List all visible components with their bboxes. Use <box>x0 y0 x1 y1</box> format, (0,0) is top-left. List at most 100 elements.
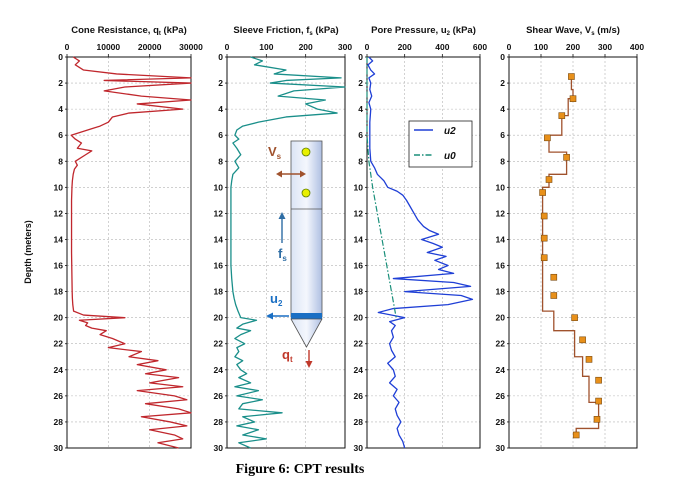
vs-data-point <box>595 376 602 384</box>
y-tick-label: 16 <box>496 261 506 271</box>
y-tick-label: 6 <box>218 130 223 140</box>
panel-title-main: Shear Wave, V <box>526 25 592 36</box>
y-tick-label: 0 <box>500 52 505 62</box>
vs-data-point <box>585 356 593 363</box>
cone-probe-schematic: Vs fs u2 qt <box>266 140 323 368</box>
y-tick-label: 10 <box>214 182 224 192</box>
y-tick-label: 26 <box>496 391 506 401</box>
x-tick-label: 20000 <box>138 42 162 52</box>
vs-data-point <box>550 273 558 281</box>
x-tick-label: 200 <box>299 42 313 52</box>
vs-data-point <box>544 134 551 142</box>
y-tick-label: 4 <box>358 104 363 114</box>
panel-title-sub: s <box>591 31 595 37</box>
x-tick-label: 200 <box>398 42 412 52</box>
vs-arrow-right-head <box>300 170 306 178</box>
y-tick-label: 24 <box>54 365 64 375</box>
y-tick-label: 14 <box>354 234 364 244</box>
y-tick-label: 18 <box>354 287 364 297</box>
y-tick-label: 8 <box>500 156 505 166</box>
y-tick-label: 6 <box>58 130 63 140</box>
x-tick-label: 300 <box>598 42 612 52</box>
panel-title-sub: s <box>309 31 313 37</box>
y-tick-label: 28 <box>214 417 224 427</box>
y-tick-label: 24 <box>354 365 364 375</box>
y-tick-label: 22 <box>354 339 364 349</box>
panel-title: Cone Resistance, qt (kPa) <box>71 25 187 37</box>
y-tick-label: 0 <box>218 52 223 62</box>
panel-title: Shear Wave, Vs (m/s) <box>526 25 620 37</box>
y-tick-label: 18 <box>54 287 64 297</box>
y-tick-label: 26 <box>54 391 64 401</box>
panel-0: Cone Resistance, qt (kPa)0 10000 20000 3000… <box>54 25 204 453</box>
x-tick-label: 30000 <box>179 42 203 52</box>
plot-frame <box>66 56 192 449</box>
y-tick-label: 24 <box>214 365 224 375</box>
y-tick-label: 4 <box>58 104 63 114</box>
y-tick-label: 16 <box>54 261 64 271</box>
y-tick-label: 28 <box>54 417 64 427</box>
panel-title-unit: (kPa) <box>450 25 476 36</box>
y-tick-label: 30 <box>354 443 364 453</box>
y-tick-label: 16 <box>214 261 224 271</box>
y-tick-label: 10 <box>54 182 64 192</box>
y-tick-label: 2 <box>58 78 63 88</box>
y-tick-label: 22 <box>214 339 224 349</box>
x-tick-label: 200 <box>566 42 580 52</box>
y-tick-label: 10 <box>496 182 506 192</box>
y-tick-label: 14 <box>496 234 506 244</box>
probe-fs-label: fs <box>278 246 287 263</box>
probe-vs-label: Vs <box>268 144 282 161</box>
y-tick-label: 18 <box>496 287 506 297</box>
y-tick-label: 4 <box>500 104 505 114</box>
y-tick-label: 20 <box>54 313 64 323</box>
y-tick-label: 8 <box>58 156 63 166</box>
y-tick-label: 18 <box>214 287 224 297</box>
vs-data-point <box>569 95 577 103</box>
vs-data-point <box>571 314 578 321</box>
series-line-u0 <box>366 57 397 318</box>
panel-3: Shear Wave, Vs (m/s)0 100 200 300 4000246810… <box>496 25 645 453</box>
panel-title-unit: (m/s) <box>595 25 620 36</box>
y-tick-label: 22 <box>54 339 64 349</box>
y-tick-label: 8 <box>218 156 223 166</box>
vs-data-point <box>540 234 548 242</box>
x-tick-label: 0 <box>65 42 70 52</box>
series-line-u2 <box>367 56 474 449</box>
y-tick-label: 6 <box>500 130 505 140</box>
y-tick-label: 30 <box>54 443 64 453</box>
plot-frame <box>366 56 481 449</box>
u2-arrow-head <box>266 312 273 320</box>
y-tick-label: 14 <box>54 234 64 244</box>
panel-title-unit: (kPa) <box>313 25 339 36</box>
y-tick-label: 12 <box>496 208 506 218</box>
vs-arrow-left-head <box>276 170 282 178</box>
series-line-panel0 <box>70 56 192 449</box>
panel-1: Sleeve Friction, fs (kPa)0 100 200 30002468… <box>214 25 353 453</box>
legend-u2-label: u2 <box>444 126 456 137</box>
vs-data-point <box>593 416 601 423</box>
x-tick-label: 100 <box>259 42 273 52</box>
panel-title-main: Sleeve Friction, f <box>233 25 310 36</box>
probe-u2-label: u2 <box>270 291 283 308</box>
y-tick-label: 12 <box>54 208 64 218</box>
x-tick-label: 400 <box>435 42 449 52</box>
y-tick-label: 2 <box>358 78 363 88</box>
x-tick-label: 300 <box>338 42 352 52</box>
panel-title-sub: t <box>159 31 161 37</box>
y-tick-label: 16 <box>354 261 364 271</box>
vs-data-point <box>595 397 602 405</box>
series-vs-steps <box>541 76 600 435</box>
probe-body <box>290 140 323 318</box>
y-tick-label: 30 <box>496 443 506 453</box>
geophone-lower <box>301 188 311 198</box>
y-tick-label: 28 <box>354 417 364 427</box>
y-tick-label: 20 <box>354 313 364 323</box>
y-tick-label: 2 <box>500 78 505 88</box>
y-tick-label: 20 <box>214 313 224 323</box>
y-tick-label: 8 <box>358 156 363 166</box>
y-tick-label: 12 <box>214 208 224 218</box>
y-tick-label: 22 <box>496 339 506 349</box>
vs-data-point <box>545 176 553 183</box>
